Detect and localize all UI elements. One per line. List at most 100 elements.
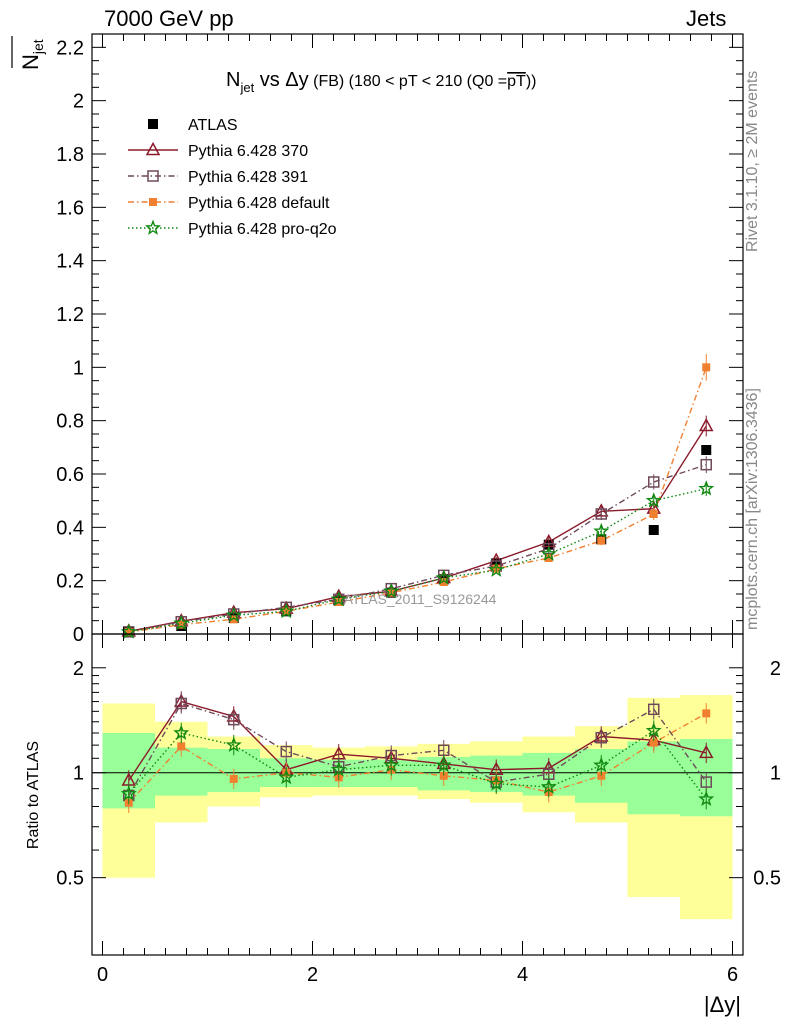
ratio-point <box>488 775 505 791</box>
ratio-point <box>648 703 660 716</box>
data-point <box>645 492 662 508</box>
ratio-point <box>173 724 190 740</box>
y-tick-label: 0.4 <box>56 517 84 539</box>
ratio-point <box>597 771 606 780</box>
x-tick-label: 4 <box>517 964 528 986</box>
data-point <box>278 602 295 619</box>
data-point <box>648 525 659 535</box>
title-main: N <box>226 69 240 91</box>
ratio-point <box>540 778 557 794</box>
ratio-point <box>229 774 238 783</box>
data-point <box>383 582 400 599</box>
data-point <box>702 363 711 372</box>
y-tick-label: 1.6 <box>56 197 84 219</box>
series-line-3 <box>128 367 707 633</box>
y-tick-label: 2 <box>73 91 84 113</box>
plot-title: Njet vs Δy (FB) (180 < pT < 210 (Q0 =pT)… <box>226 69 536 95</box>
data-point <box>225 606 242 623</box>
y-tick-label: 1.8 <box>56 144 84 166</box>
data-point <box>649 510 658 518</box>
ratio-line-0 <box>128 700 707 781</box>
ratio-y-tick-label: 2 <box>73 658 84 680</box>
data-point <box>593 522 610 539</box>
ratio-point <box>175 697 187 710</box>
legend-label: Pythia 6.428 391 <box>188 169 308 186</box>
header-left: 7000 GeV pp <box>104 6 234 31</box>
ratio-point <box>280 745 292 758</box>
title-sub: jet <box>239 80 254 95</box>
data-point <box>701 445 712 455</box>
header-right: Jets <box>686 6 727 31</box>
x-axis-label: |Δy| <box>704 992 741 1017</box>
y-axis-label-sub: jet <box>30 39 46 55</box>
series-line-4 <box>128 488 707 633</box>
ratio-line-2 <box>128 712 707 804</box>
y-tick-label: 0.8 <box>56 411 84 433</box>
data-point <box>700 458 712 471</box>
x-tick-label: 6 <box>727 964 738 986</box>
ratio-point <box>595 731 607 744</box>
x-tick-label: 2 <box>307 964 318 986</box>
stat-uncertainty-band <box>627 741 680 815</box>
ratio-point <box>383 756 400 773</box>
ratio-point <box>225 736 242 753</box>
ratio-plot: 0 2 4 6 0.5 0.5 1 1 2 2 Ratio to ATLAS |Δy| <box>25 633 781 1017</box>
y-tick-label: 1 <box>73 357 84 379</box>
ratio-point <box>645 722 662 738</box>
data-point <box>173 614 190 631</box>
ratio-y-tick-label-right: 1 <box>770 763 781 785</box>
legend-label: Pythia 6.428 pro-q2o <box>188 221 337 238</box>
ratio-y-tick-label: 0.5 <box>56 868 84 890</box>
legend-label: Pythia 6.428 default <box>188 195 330 212</box>
y-axis-label-main: N <box>18 54 43 70</box>
y-axis-label: Njet <box>18 39 46 70</box>
ratio-point <box>120 785 137 801</box>
ratio-y-axis-label: Ratio to ATLAS <box>25 741 42 849</box>
ratio-point <box>698 744 714 759</box>
data-point <box>595 508 607 520</box>
title-cut: (180 < pT < 210 (Q0 = <box>344 73 507 90</box>
ratio-y-tick-label-right: 2 <box>770 658 781 680</box>
ratio-y-tick-label-right: 0.5 <box>753 868 781 890</box>
legend-marker <box>147 170 159 182</box>
ratio-point <box>698 790 715 807</box>
data-point <box>540 545 557 561</box>
data-point <box>648 476 660 488</box>
ratio-point <box>435 756 452 773</box>
ratio-y-tick-label: 1 <box>73 763 84 785</box>
legend-marker <box>149 198 157 206</box>
data-point <box>120 623 137 639</box>
legend-marker <box>144 219 162 235</box>
ratio-point <box>330 761 347 777</box>
ratio-point <box>700 776 712 788</box>
title-cut-end: )) <box>526 73 537 90</box>
y-tick-label: 2.2 <box>56 37 84 59</box>
x-tick-label: 0 <box>97 964 108 986</box>
ratio-line-3 <box>128 729 707 800</box>
data-point <box>439 578 448 586</box>
data-point <box>698 480 715 496</box>
data-point <box>330 590 347 607</box>
legend-marker <box>145 141 161 156</box>
ratio-point <box>228 713 240 726</box>
y-tick-label: 0.6 <box>56 464 84 486</box>
title-fb: (FB) <box>309 73 345 90</box>
legend-label: ATLAS <box>188 117 238 134</box>
title-rest: vs Δy <box>254 69 308 91</box>
data-point <box>124 628 133 637</box>
legend-marker <box>148 119 158 129</box>
ratio-point <box>177 742 186 751</box>
legend-label: Pythia 6.428 370 <box>188 143 308 160</box>
data-point <box>229 615 238 624</box>
ratio-point <box>649 738 658 747</box>
data-point <box>177 620 186 629</box>
data-point <box>435 569 452 585</box>
ratio-point <box>439 771 448 780</box>
y-tick-label: 0.2 <box>56 571 84 593</box>
ratio-point <box>278 768 295 785</box>
ratio-point <box>702 709 711 718</box>
ratio-point <box>593 756 610 773</box>
analysis-watermark: ATLAS_2011_S9126244 <box>344 591 497 607</box>
